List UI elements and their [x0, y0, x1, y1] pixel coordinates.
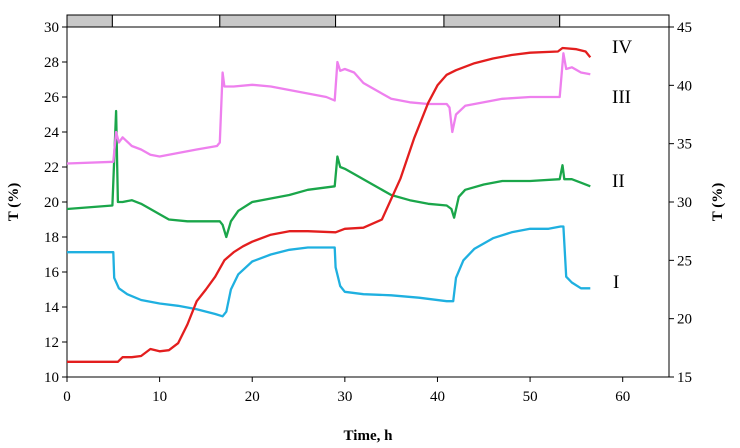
series-label-III: III [612, 87, 631, 108]
x-tick-label: 10 [152, 389, 167, 405]
bar-segment-dark [443, 14, 561, 28]
left-tick-label: 16 [44, 265, 60, 281]
x-axis-label: Time, h [344, 428, 394, 444]
y-axis-label-right: T (%) [710, 183, 726, 221]
left-tick-label: 24 [44, 125, 60, 141]
left-tick-label: 22 [44, 160, 59, 176]
left-tick-label: 20 [44, 195, 59, 211]
x-tick-label: 30 [337, 389, 352, 405]
right-tick-label: 20 [677, 312, 692, 328]
series-lines [66, 46, 592, 363]
right-tick-label: 15 [677, 370, 692, 386]
left-tick-label: 10 [44, 370, 59, 386]
series-line-III [66, 52, 591, 165]
left-tick-label: 28 [44, 55, 59, 71]
left-tick-label: 12 [44, 335, 59, 351]
left-tick-label: 14 [44, 300, 60, 316]
right-axis: 15 20 25 30 35 40 45 [669, 20, 692, 386]
x-tick-label: 50 [523, 389, 538, 405]
plot-frame [66, 26, 670, 378]
bar-segment-light [111, 14, 221, 28]
x-tick-label: 0 [63, 389, 71, 405]
series-label-IV: IV [612, 37, 632, 58]
light-dark-bar [66, 14, 670, 28]
bar-segment-dark [66, 14, 113, 28]
right-tick-label: 30 [677, 195, 692, 211]
right-tick-label: 35 [677, 137, 692, 153]
series-line-II [66, 109, 591, 239]
x-axis: 0 10 20 30 40 50 60 [63, 377, 630, 405]
left-tick-label: 18 [44, 230, 59, 246]
series-line-I [67, 225, 591, 318]
series-label-I: I [613, 272, 619, 293]
series-label-II: II [612, 171, 625, 192]
right-tick-label: 45 [677, 20, 692, 36]
right-tick-label: 25 [677, 253, 692, 269]
left-axis: 10 12 14 16 18 20 22 24 26 28 30 [44, 20, 67, 386]
y-axis-label-left: T (%) [6, 183, 22, 221]
series-line-IV [67, 46, 592, 363]
bar-segment-dark [219, 14, 337, 28]
right-tick-label: 40 [677, 78, 692, 94]
x-tick-label: 60 [615, 389, 630, 405]
left-tick-label: 30 [44, 20, 59, 36]
x-tick-label: 20 [245, 389, 260, 405]
bar-segment-light [335, 14, 445, 28]
bar-segment-light [559, 14, 670, 28]
x-tick-label: 40 [430, 389, 445, 405]
left-tick-label: 26 [44, 90, 60, 106]
